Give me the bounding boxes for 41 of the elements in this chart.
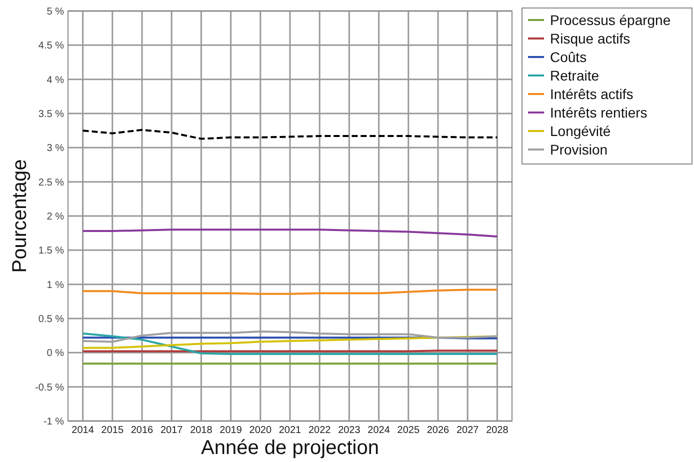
y-tick-label: 4 % xyxy=(46,74,64,86)
x-tick-label: 2016 xyxy=(130,425,154,436)
legend-label: Retraite xyxy=(550,67,600,84)
x-tick-label: 2025 xyxy=(397,425,420,436)
y-tick-label: 5 % xyxy=(46,6,64,18)
x-tick-label: 2023 xyxy=(338,425,361,436)
x-tick-label: 2018 xyxy=(190,425,213,436)
y-tick-label: 3 % xyxy=(46,143,64,154)
x-tick-label: 2027 xyxy=(456,425,480,436)
y-tick-label: 0.5 % xyxy=(38,314,64,325)
line-series xyxy=(82,332,498,356)
legend-label: Provision xyxy=(550,141,608,158)
x-tick-label: 2026 xyxy=(426,425,450,436)
x-tick-label: 2017 xyxy=(160,425,184,436)
x-tick-label: 2015 xyxy=(101,425,124,436)
legend-label: Intérêts actifs xyxy=(550,86,634,102)
y-tick-label: -0.5 % xyxy=(35,382,64,394)
x-tick-label: 2024 xyxy=(368,425,390,436)
x-tick-label: 2022 xyxy=(308,425,332,436)
legend-label: Risque actifs xyxy=(550,30,630,46)
y-tick-label: 4.5 % xyxy=(38,40,64,52)
x-tick-label: 2021 xyxy=(278,425,302,436)
y-axis-title: Pourcentage xyxy=(9,159,31,273)
legend-label: Processus épargne xyxy=(550,12,671,28)
legend-label: Longévité xyxy=(550,122,611,139)
y-tick-label: 2.5 % xyxy=(38,177,64,188)
y-tick-label: 1 % xyxy=(46,280,64,291)
x-tick-label: 2019 xyxy=(220,425,242,436)
line-series xyxy=(82,128,498,140)
x-tick-label: 2014 xyxy=(72,425,94,436)
x-axis-title: Année de projection xyxy=(201,437,379,459)
x-tick-label: 2028 xyxy=(486,425,509,436)
legend-label: Coûts xyxy=(550,48,587,65)
line-series xyxy=(82,228,498,238)
y-tick-label: 1.5 % xyxy=(38,246,64,257)
y-tick-label: 0 % xyxy=(46,348,64,360)
y-tick-label: 2 % xyxy=(46,212,64,222)
y-tick-label: 3.5 % xyxy=(38,109,64,120)
x-tick-label: 2020 xyxy=(249,425,272,436)
legend-label: Intérêts rentiers xyxy=(550,104,648,120)
y-tick-label: -1 % xyxy=(43,416,64,428)
